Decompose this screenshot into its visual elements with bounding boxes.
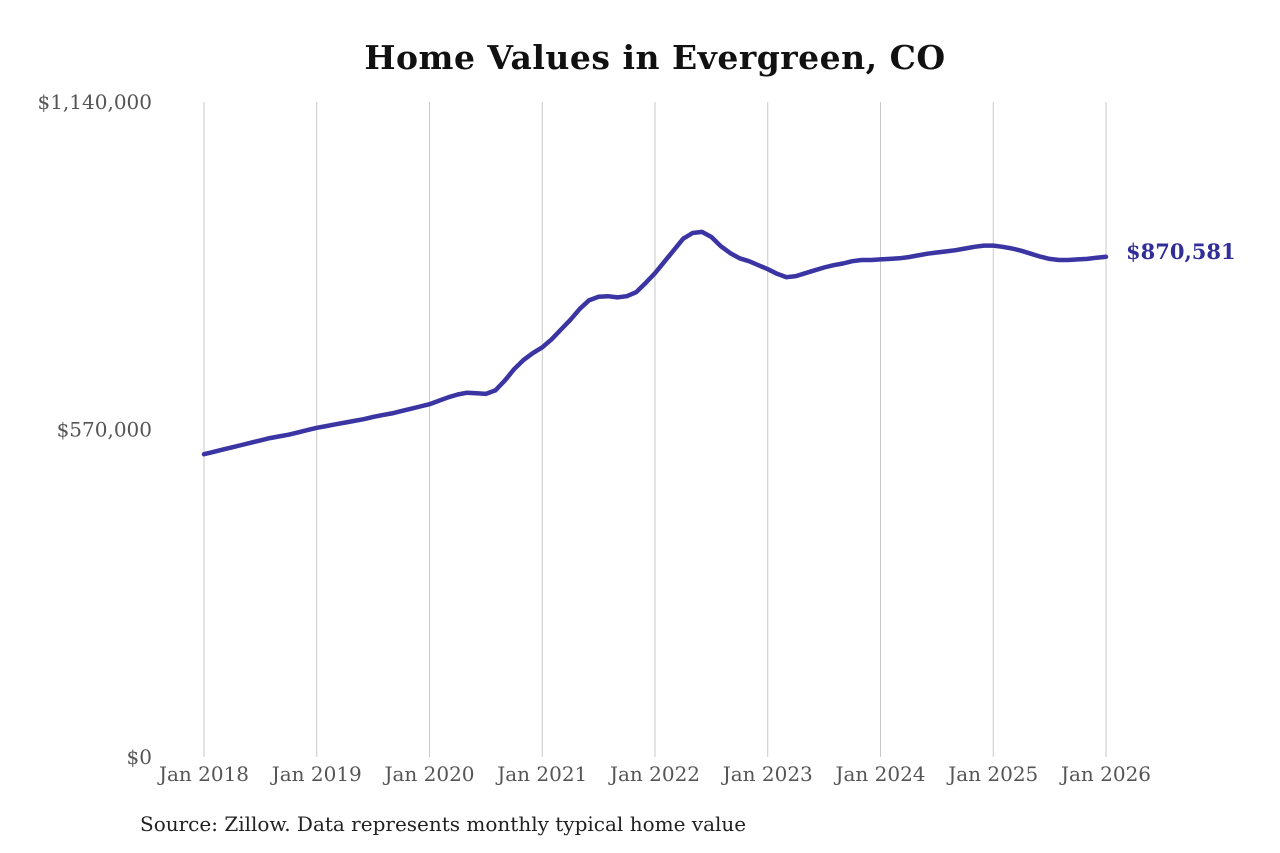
chart-title: Home Values in Evergreen, CO (364, 38, 946, 77)
x-tick-label: Jan 2024 (833, 762, 925, 786)
x-tick-label: Jan 2023 (721, 762, 813, 786)
y-tick-label: $0 (127, 745, 152, 769)
latest-value-label: $870,581 (1126, 239, 1236, 264)
x-tick-label: Jan 2018 (157, 762, 249, 786)
x-tick-label: Jan 2019 (270, 762, 362, 786)
home-value-line (201, 229, 1109, 457)
x-tick-label: Jan 2020 (382, 762, 474, 786)
y-tick-label: $1,140,000 (37, 90, 152, 114)
x-tick-label: Jan 2025 (946, 762, 1038, 786)
x-tick-label: Jan 2021 (495, 762, 587, 786)
y-tick-label: $570,000 (57, 418, 152, 442)
x-tick-label: Jan 2026 (1059, 762, 1151, 786)
source-note: Source: Zillow. Data represents monthly … (140, 812, 747, 836)
x-tick-label: Jan 2022 (608, 762, 700, 786)
